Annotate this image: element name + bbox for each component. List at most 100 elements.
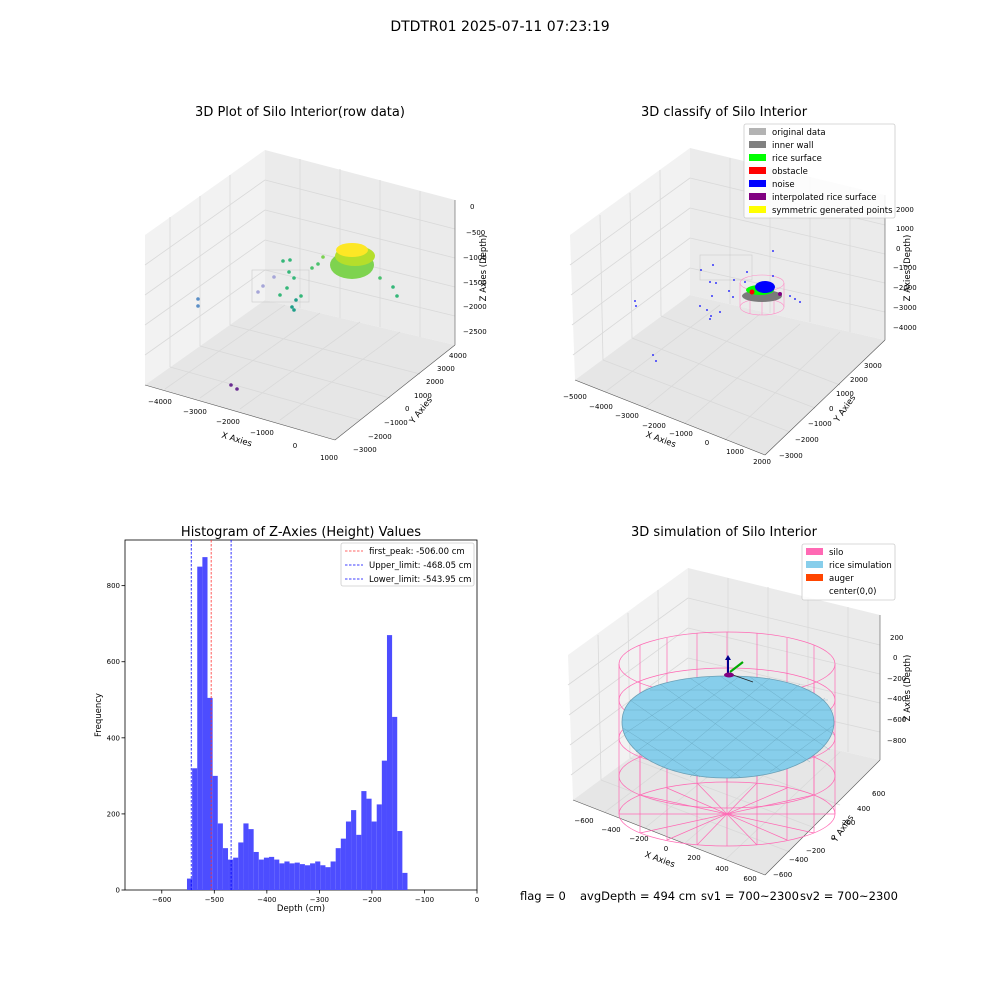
x-tick-label: −200 xyxy=(362,896,381,904)
legend-label: obstacle xyxy=(772,167,808,177)
point xyxy=(316,262,320,266)
z-tick: −2000 xyxy=(463,303,487,311)
x-tick: −3000 xyxy=(615,412,639,420)
legend-label: Upper_limit: -468.05 cm xyxy=(369,561,472,571)
histogram-bar xyxy=(207,697,213,890)
point xyxy=(321,255,325,259)
point xyxy=(310,266,314,270)
legend-label: symmetric generated points xyxy=(772,206,893,216)
histogram-y-ticks: 0 200 400 600 800 xyxy=(107,582,125,895)
legend-swatch xyxy=(749,180,766,187)
histogram-bar xyxy=(233,857,239,890)
y-tick: 600 xyxy=(872,790,885,798)
point xyxy=(285,286,289,290)
auger-arm xyxy=(729,661,744,673)
x-tick: −400 xyxy=(601,826,620,834)
y-tick: 1000 xyxy=(836,390,854,398)
point xyxy=(744,281,746,283)
histogram-bar xyxy=(392,716,398,890)
y-tick: 0 xyxy=(831,834,835,842)
x-tick: 400 xyxy=(715,865,728,873)
z-tick: −400 xyxy=(887,695,906,703)
x-tick: −1000 xyxy=(669,430,693,438)
panel-raw-y-ticks: −3000 −2000 −1000 0 1000 2000 3000 4000 xyxy=(353,352,467,454)
x-tick: −4000 xyxy=(589,403,613,411)
histogram-bar xyxy=(274,859,280,890)
histogram-bar xyxy=(258,859,264,890)
z-tick: −500 xyxy=(466,229,485,237)
legend-swatch xyxy=(749,206,766,213)
x-tick: −200 xyxy=(629,835,648,843)
y-tick: −600 xyxy=(773,871,792,879)
panel-classify-floor xyxy=(575,295,885,455)
histogram-bar xyxy=(361,791,367,890)
point xyxy=(391,285,395,289)
y-tick-label: 0 xyxy=(116,887,120,895)
y-tick: −3000 xyxy=(353,446,377,454)
histogram-bar xyxy=(397,831,403,890)
point xyxy=(655,360,657,362)
point xyxy=(196,304,200,308)
y-tick: 0 xyxy=(829,405,833,413)
point xyxy=(712,264,714,266)
panel-simulation-rice xyxy=(621,675,835,779)
y-tick: 4000 xyxy=(449,352,467,360)
histogram-bar xyxy=(192,768,198,890)
histogram-bar xyxy=(228,859,234,890)
histogram-bar xyxy=(263,857,270,890)
histogram-legend: first_peak: -506.00 cm Upper_limit: -468… xyxy=(340,542,475,587)
histogram-bar xyxy=(243,823,249,890)
y-tick: −200 xyxy=(806,847,825,855)
panel-raw-zlabel: Z Axies (Depth) xyxy=(479,235,489,302)
z-tick: −4000 xyxy=(893,324,917,332)
legend-swatch xyxy=(749,167,766,174)
point xyxy=(635,305,637,307)
x-tick: −2000 xyxy=(642,422,666,430)
y-tick: 3000 xyxy=(864,362,882,370)
x-tick-label: −100 xyxy=(415,896,434,904)
panel-raw-z-ticks: 0 −500 −1000 −1500 −2000 −2500 xyxy=(463,203,487,336)
histogram-bar xyxy=(371,821,377,890)
y-tick: −2000 xyxy=(368,433,392,441)
panel-classify-legend: original data inner wall rice surface ob… xyxy=(743,123,896,219)
point xyxy=(710,315,712,317)
histogram-bar xyxy=(376,804,382,890)
point xyxy=(732,296,734,298)
point xyxy=(272,275,276,279)
point xyxy=(290,305,294,309)
point xyxy=(789,295,791,297)
panel-simulation-axes xyxy=(572,615,881,876)
point xyxy=(278,293,282,297)
legend-label: auger xyxy=(829,574,854,584)
histogram-bar xyxy=(351,810,357,890)
panel-simulation-rice-mesh xyxy=(622,675,835,779)
histogram-bar xyxy=(222,848,229,890)
point xyxy=(706,309,708,311)
histogram-bar xyxy=(197,566,203,890)
y-tick: 200 xyxy=(842,819,855,827)
histogram-vlines xyxy=(190,540,232,890)
x-tick-label: −500 xyxy=(205,896,224,904)
x-tick: −3000 xyxy=(183,408,207,416)
legend-label: silo xyxy=(829,548,843,558)
legend-swatch xyxy=(749,141,766,148)
panel-raw-points xyxy=(196,243,399,391)
y-tick: 3000 xyxy=(437,365,455,373)
point xyxy=(292,308,296,312)
histogram-bars xyxy=(186,557,408,890)
histogram-bar xyxy=(330,861,336,890)
legend-swatch xyxy=(806,561,823,568)
point xyxy=(287,270,291,274)
y-tick: 2000 xyxy=(426,378,444,386)
z-tick: −2500 xyxy=(463,328,487,336)
panel-raw-3d: 3D Plot of Silo Interior(row data) xyxy=(144,105,489,462)
auger-base xyxy=(724,672,734,678)
panel-simulation-x-ticks: −600 −400 −200 0 200 400 600 xyxy=(574,817,756,883)
legend-swatch xyxy=(806,548,823,555)
legend-label: inner wall xyxy=(772,141,813,151)
point xyxy=(719,311,721,313)
histogram-bar xyxy=(310,863,316,890)
y-tick: 1000 xyxy=(414,392,432,400)
histogram-bar xyxy=(253,851,259,890)
